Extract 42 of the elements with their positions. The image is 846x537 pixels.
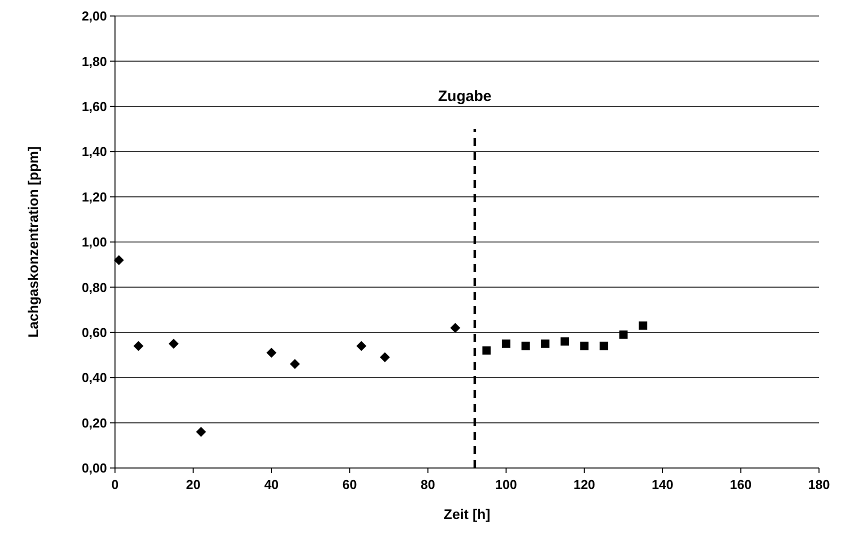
x-tick-label: 140: [652, 477, 674, 492]
point: [168, 338, 179, 349]
y-tick-label: 1,20: [82, 189, 107, 204]
y-tick-label: 0,80: [82, 280, 107, 295]
ref-line-label: Zugabe: [438, 88, 492, 105]
point: [450, 322, 460, 333]
x-tick-label: 120: [573, 477, 596, 492]
y-tick-label: 2,00: [82, 8, 107, 24]
x-tick-label: 40: [264, 477, 279, 492]
point: [482, 346, 491, 355]
point: [502, 340, 510, 348]
y-tick-label: 0,40: [82, 370, 107, 386]
x-axis-title: Zeit [h]: [444, 506, 490, 522]
x-tick-label: 100: [495, 477, 517, 492]
y-tick-label: 1,40: [82, 144, 107, 160]
y-axis-title: Lachgaskonzentration [ppm]: [25, 146, 41, 338]
point: [114, 255, 124, 266]
x-tick-label: 160: [730, 477, 752, 492]
point: [196, 426, 206, 437]
x-tick-label: 60: [342, 477, 357, 492]
x-tick-label: 20: [186, 477, 200, 492]
y-tick-label: 0,00: [82, 460, 107, 476]
point: [619, 330, 628, 339]
point: [380, 352, 390, 362]
point: [356, 340, 366, 351]
x-tick-label: 80: [420, 477, 436, 492]
point: [521, 342, 530, 350]
point: [638, 321, 648, 330]
x-tick-label: 180: [808, 477, 830, 492]
point: [290, 359, 300, 370]
x-tick-label: 0: [111, 477, 119, 492]
y-tick-label: 0,20: [82, 415, 107, 430]
y-tick-label: 1,60: [82, 98, 107, 114]
point: [600, 342, 608, 350]
y-tick-label: 0,60: [82, 324, 107, 340]
point: [580, 342, 589, 350]
point: [266, 348, 276, 358]
point: [133, 340, 144, 351]
point: [541, 340, 550, 348]
y-tick-label: 1,80: [82, 54, 107, 69]
y-tick-label: 1,00: [82, 234, 107, 250]
point: [560, 337, 569, 346]
